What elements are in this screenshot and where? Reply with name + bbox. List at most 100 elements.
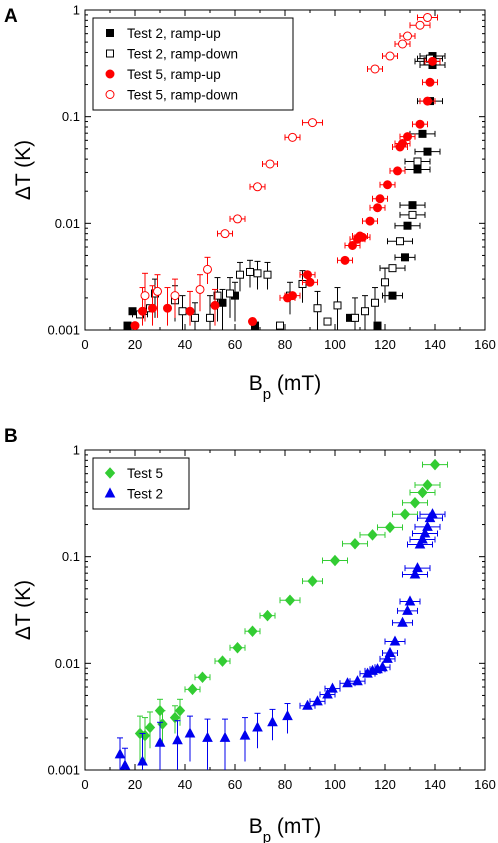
data-point	[333, 287, 342, 330]
data-point	[169, 705, 181, 734]
diamond-marker	[247, 625, 258, 637]
data-point	[213, 277, 222, 322]
square-marker	[236, 270, 244, 279]
data-point	[276, 321, 284, 330]
x-tick-label: 60	[228, 337, 242, 352]
circle-marker	[373, 203, 382, 213]
data-point	[217, 229, 233, 239]
data-point	[382, 646, 398, 657]
triangle-marker	[312, 695, 323, 706]
circle-marker	[140, 291, 150, 301]
circle-marker	[358, 232, 367, 242]
legend-marker	[105, 69, 115, 79]
circle-marker	[403, 132, 412, 142]
square-marker	[213, 291, 222, 300]
square-marker	[381, 278, 389, 287]
diamond-marker	[144, 721, 156, 734]
triangle-marker	[417, 533, 428, 544]
data-point	[402, 497, 428, 509]
data-point	[253, 260, 262, 290]
circle-marker	[253, 182, 262, 192]
legend-box	[92, 17, 294, 111]
data-point	[229, 641, 246, 654]
triangle-marker	[384, 646, 396, 657]
diamond-marker	[417, 486, 428, 499]
data-point	[184, 715, 196, 762]
circle-marker	[305, 277, 315, 287]
data-point	[219, 718, 231, 770]
circle-marker	[383, 180, 392, 190]
data-point	[409, 533, 436, 544]
data-point	[399, 132, 416, 142]
square-marker	[253, 269, 262, 278]
chart-panel-b: B 0 20 40 60 80 100 120 140 160 0.001 0.01 0.1 1 Bp (m…	[4, 426, 496, 843]
triangle-marker	[419, 527, 431, 538]
triangle-marker	[427, 508, 438, 519]
legend-label: Test 5	[127, 466, 163, 481]
y-tick-label: 0.01	[55, 656, 80, 671]
data-point	[349, 675, 366, 686]
data-point	[319, 688, 336, 699]
square-marker	[218, 298, 227, 307]
data-point	[354, 232, 371, 242]
legend: Test 5 Test 2	[92, 457, 190, 510]
diamond-marker	[197, 671, 208, 684]
triangle-marker	[282, 710, 293, 721]
circle-marker	[308, 118, 317, 128]
data-point	[174, 698, 186, 726]
data-point	[374, 661, 391, 672]
diamond-marker	[329, 554, 341, 567]
data-point	[236, 261, 244, 292]
x-tick-label: 120	[374, 777, 396, 792]
data-point	[392, 616, 413, 627]
data-point	[322, 554, 348, 567]
circle-marker	[385, 51, 395, 61]
data-point	[202, 718, 213, 770]
y-tick-label: 0.001	[47, 323, 80, 338]
circle-marker	[248, 317, 257, 327]
data-point	[404, 157, 431, 166]
diamond-marker	[217, 655, 228, 667]
data-point	[263, 261, 272, 290]
diamond-marker	[399, 508, 411, 520]
legend-label: Test 2, ramp-up	[127, 26, 221, 41]
square-marker	[351, 313, 359, 322]
data-point	[404, 562, 431, 573]
data-point	[412, 527, 438, 538]
data-point	[384, 635, 406, 646]
data-point	[153, 274, 162, 318]
circle-marker	[428, 56, 437, 66]
circle-marker	[370, 64, 380, 74]
square-marker	[408, 210, 417, 219]
square-marker	[388, 264, 397, 273]
circle-marker	[233, 214, 242, 224]
x-tick-label: 0	[81, 337, 88, 352]
data-point	[407, 538, 433, 549]
data-point	[137, 732, 148, 770]
square-marker	[403, 221, 412, 230]
data-point	[163, 287, 172, 326]
square-marker	[388, 291, 397, 300]
data-point	[248, 317, 257, 327]
x-tick-label: 120	[374, 337, 396, 352]
square-marker	[123, 321, 132, 330]
circle-marker	[340, 255, 350, 265]
diamond-marker	[284, 594, 296, 607]
data-point	[229, 214, 246, 224]
data-point	[203, 256, 212, 284]
data-point	[239, 717, 251, 762]
circle-marker	[148, 303, 157, 313]
triangle-marker	[302, 699, 313, 710]
data-point	[279, 594, 301, 607]
data-point	[170, 278, 180, 318]
data-point	[210, 288, 220, 326]
data-point	[249, 182, 266, 192]
square-marker	[276, 321, 284, 330]
data-point	[114, 737, 126, 770]
diamond-marker	[187, 683, 198, 696]
data-point	[414, 479, 441, 491]
circle-marker	[348, 240, 357, 250]
legend-label: Test 5, ramp-up	[127, 67, 221, 82]
data-point	[371, 287, 379, 322]
